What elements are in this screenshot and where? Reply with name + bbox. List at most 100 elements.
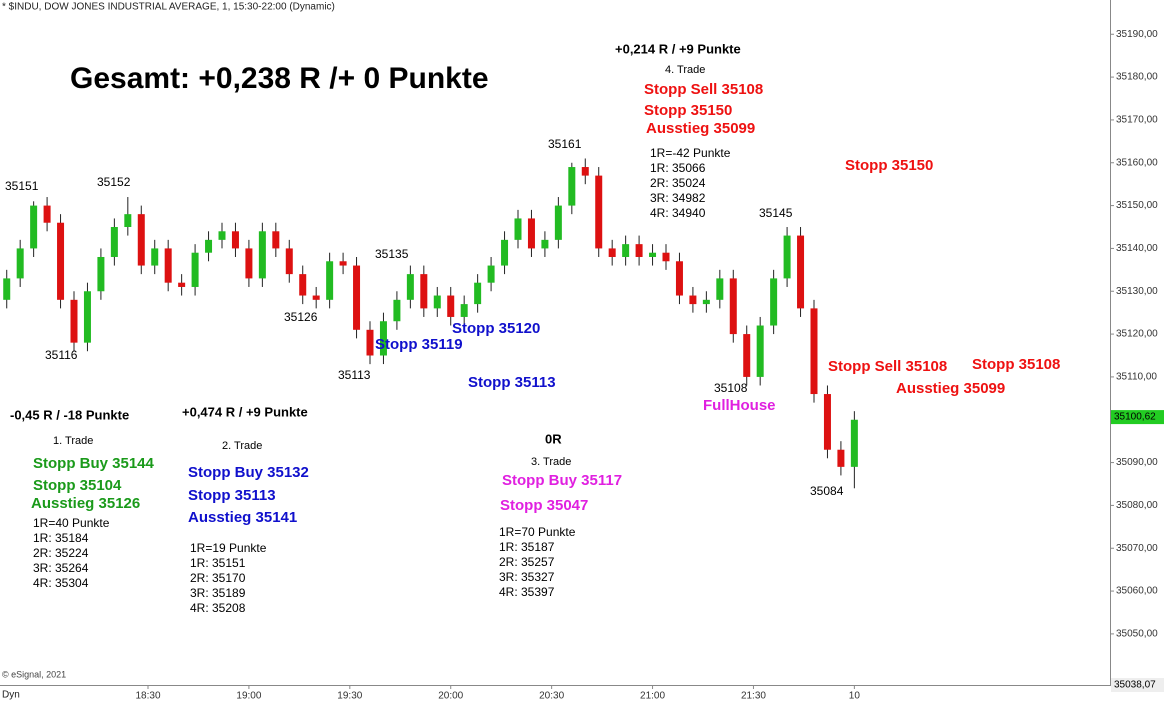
candle-body <box>57 222 65 300</box>
candle-body <box>231 231 239 249</box>
candle-body <box>326 261 334 300</box>
candle-body <box>514 218 522 240</box>
annotation: 3R: 35264 <box>33 561 89 575</box>
candle-body <box>635 244 643 257</box>
x-tick-label: 10 <box>849 691 861 702</box>
candle-body <box>406 274 414 300</box>
y-tick-label: 35170,00 <box>1116 115 1158 126</box>
annotation: 3R: 35189 <box>190 586 246 600</box>
annotation: Stopp Buy 35117 <box>502 472 622 489</box>
candle-body <box>16 248 24 279</box>
annotation: 35108 <box>714 381 748 395</box>
candle-body <box>110 227 118 257</box>
x-tick-label: 21:00 <box>640 691 665 702</box>
annotation: 4R: 35304 <box>33 576 89 590</box>
annotation: Ausstieg 35099 <box>646 120 755 137</box>
x-tick-label: 20:30 <box>539 691 564 702</box>
annotation: Stopp 35104 <box>33 477 122 494</box>
candle-body <box>191 252 199 287</box>
annotation: 2R: 35024 <box>650 176 706 190</box>
candle-body <box>716 278 724 300</box>
x-tick-label: 21:30 <box>741 691 766 702</box>
candle-body <box>43 205 51 223</box>
candle-body <box>662 252 670 262</box>
candle-body <box>420 274 428 309</box>
annotation: 4R: 34940 <box>650 206 706 220</box>
candle-body <box>729 278 737 335</box>
y-tick-label: 35130,00 <box>1116 286 1158 297</box>
annotation: 1R=-42 Punkte <box>650 146 731 160</box>
candle-body <box>837 449 845 467</box>
annotation: 35145 <box>759 206 793 220</box>
candle-body <box>258 231 266 279</box>
annotation: 1R=40 Punkte <box>33 516 110 530</box>
annotation: 35151 <box>5 179 39 193</box>
candle-body <box>702 299 710 305</box>
annotation: 3R: 35327 <box>499 570 555 584</box>
y-tick-label: 35110,00 <box>1116 372 1157 383</box>
annotation: 1R: 35151 <box>190 556 246 570</box>
y-tick-label: 35150,00 <box>1116 200 1158 211</box>
candle-body <box>205 239 213 253</box>
y-tick-label: 35050,00 <box>1116 629 1158 640</box>
candle-body <box>70 299 78 343</box>
annotation: FullHouse <box>703 397 776 414</box>
annotation: -0,45 R / -18 Punkte <box>10 407 129 422</box>
annotation: Stopp Buy 35132 <box>188 464 309 481</box>
candle-body <box>379 321 387 356</box>
candle-body <box>245 248 253 279</box>
y-tick-label: 35120,00 <box>1116 329 1158 340</box>
annotation: 2R: 35257 <box>499 555 555 569</box>
candle-body <box>689 295 697 305</box>
annotation: 1R: 35066 <box>650 161 706 175</box>
annotation: 1R=19 Punkte <box>190 541 267 555</box>
mode-label: Dyn <box>2 690 20 701</box>
annotation: 35126 <box>284 310 318 324</box>
annotation: 35113 <box>338 368 371 382</box>
candle-body <box>622 244 630 257</box>
candle-body <box>218 231 226 240</box>
y-tick-label: 35160,00 <box>1116 157 1158 168</box>
annotation: Stopp Sell 35108 <box>828 358 947 375</box>
candle-body <box>164 248 172 283</box>
candle-body <box>393 299 401 322</box>
annotation: 4R: 35208 <box>190 601 246 615</box>
candle-body <box>272 231 280 249</box>
candle-body <box>137 214 145 266</box>
y-tick-label: 35140,00 <box>1116 243 1158 254</box>
annotation: 2. Trade <box>222 440 262 452</box>
annotation: 3R: 34982 <box>650 191 706 205</box>
x-tick-label: 19:00 <box>236 691 261 702</box>
y-tick-label: 35070,00 <box>1116 543 1158 554</box>
annotation: Stopp 35120 <box>452 320 540 337</box>
candle-body <box>151 248 159 266</box>
candle-body <box>756 325 764 377</box>
candle-body <box>3 278 11 300</box>
price-box <box>1111 678 1164 692</box>
annotation: 1R=70 Punkte <box>499 525 576 539</box>
annotation: 0R <box>545 431 562 446</box>
candle-body <box>783 235 791 279</box>
annotation: 2R: 35224 <box>33 546 89 560</box>
annotation: 35084 <box>810 484 844 498</box>
annotation: Ausstieg 35141 <box>188 509 297 526</box>
candle-body <box>353 265 361 330</box>
price-label: 35038,07 <box>1114 680 1156 691</box>
annotation: 4. Trade <box>665 64 705 76</box>
annotation: Ausstieg 35126 <box>31 495 140 512</box>
annotation: Gesamt: +0,238 R /+ 0 Punkte <box>70 62 489 95</box>
candle-body <box>312 295 320 300</box>
candle-body <box>797 235 805 309</box>
annotation: +0,214 R / +9 Punkte <box>615 41 741 56</box>
annotation: Stopp 35113 <box>468 374 556 391</box>
candle-body <box>339 261 347 266</box>
candle-body <box>285 248 293 275</box>
annotation: 35116 <box>45 348 78 362</box>
candle-body <box>299 274 307 296</box>
footer: © eSignal, 2021 <box>2 669 66 679</box>
candle-body <box>527 218 535 249</box>
candle-body <box>608 248 616 257</box>
annotation: 1R: 35187 <box>499 540 555 554</box>
